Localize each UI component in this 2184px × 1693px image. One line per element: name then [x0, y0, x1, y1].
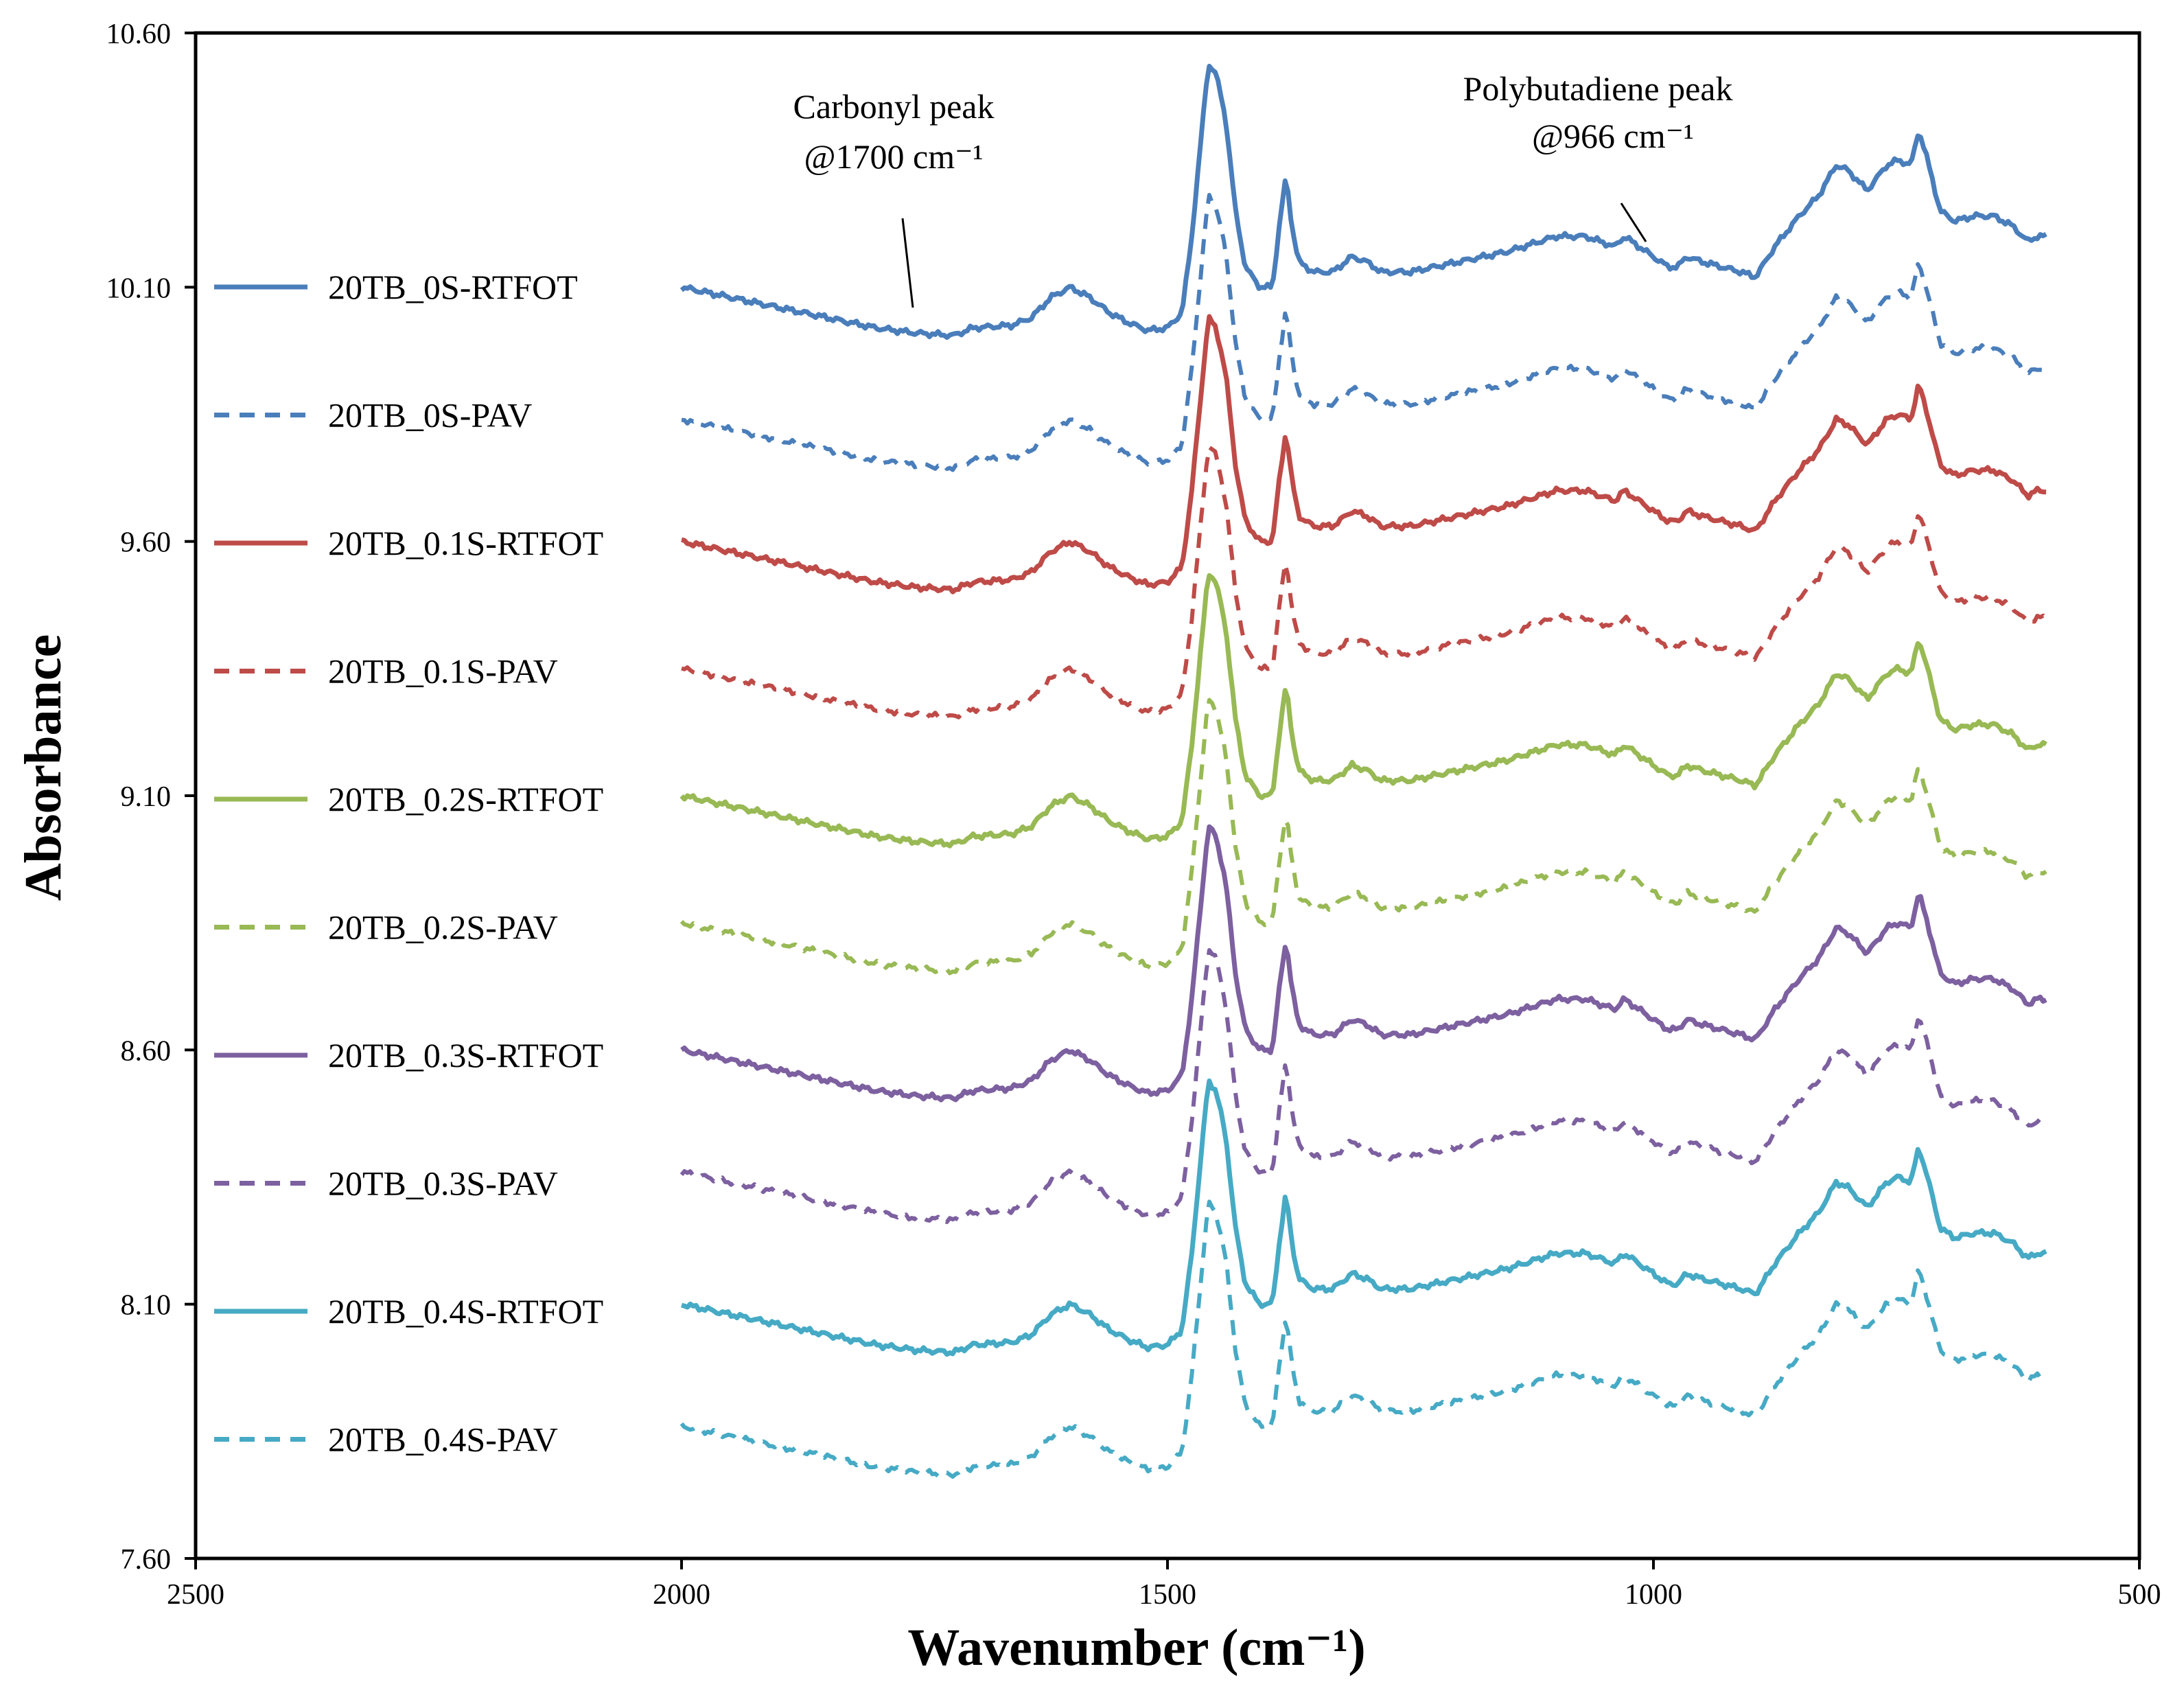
series-line: [679, 573, 2047, 849]
annotation-carbonyl-leader: [901, 218, 914, 308]
annotation-carbonyl-position: @1700 cm⁻¹: [804, 137, 983, 176]
annotations: Carbonyl peak @1700 cm⁻¹ Polybutadiene pea…: [793, 69, 1733, 308]
legend-label: 20TB_0.4S-PAV: [328, 1420, 558, 1459]
y-tick-label: 7.60: [121, 1544, 172, 1576]
x-tick-label: 1000: [1625, 1579, 1682, 1611]
series-line: [680, 824, 2047, 1103]
legend-label: 20TB_0.1S-RTFOT: [328, 524, 603, 562]
legend-label: 20TB_0.2S-RTFOT: [328, 780, 603, 818]
series-lines: [679, 63, 2048, 1479]
legend-label: 20TB_0.1S-PAV: [328, 652, 558, 691]
y-axis-title: Absorbance: [14, 634, 72, 901]
x-tick-label: 2000: [653, 1579, 710, 1611]
y-tick-label: 9.10: [121, 781, 172, 813]
x-tick-label: 2500: [167, 1579, 224, 1611]
x-tick-label: 500: [2118, 1579, 2161, 1611]
legend-label: 20TB_0.3S-PAV: [328, 1164, 558, 1203]
series-line: [681, 193, 2048, 472]
series-line: [681, 314, 2047, 595]
annotation-polybutadiene-position: @966 cm⁻¹: [1532, 117, 1694, 155]
y-tick-label: 8.10: [121, 1290, 172, 1322]
series-line: [679, 948, 2047, 1224]
legend-label: 20TB_0.3S-RTFOT: [328, 1036, 603, 1074]
series-line: [679, 63, 2047, 340]
series-line: [681, 445, 2048, 721]
y-tick-label: 10.60: [106, 19, 172, 50]
axis-ticks: 2500 2000 1500 1000 500 10.60 10.10 9.60 9.10 8.6…: [106, 19, 2161, 1611]
series-line: [679, 1199, 2047, 1479]
y-tick-label: 10.10: [106, 273, 172, 304]
series-line: [679, 698, 2047, 976]
legend: 20TB_0S-RTFOT 20TB_0S-PAV 20TB_0.1S-RTFOT 2…: [214, 268, 603, 1459]
annotation-polybutadiene-leader: [1620, 203, 1647, 242]
x-axis-title: Wavenumber (cm⁻¹): [907, 1619, 1365, 1677]
legend-label: 20TB_0S-RTFOT: [328, 268, 578, 306]
legend-label: 20TB_0.4S-RTFOT: [328, 1292, 603, 1331]
legend-label: 20TB_0.2S-PAV: [328, 908, 558, 947]
y-tick-label: 8.60: [121, 1035, 172, 1067]
x-tick-label: 1500: [1139, 1579, 1196, 1611]
annotation-carbonyl-title: Carbonyl peak: [793, 87, 995, 126]
annotation-polybutadiene-title: Polybutadiene peak: [1463, 69, 1733, 108]
y-tick-label: 9.60: [121, 527, 172, 559]
legend-label: 20TB_0S-PAV: [328, 396, 532, 435]
series-line: [681, 1079, 2047, 1357]
